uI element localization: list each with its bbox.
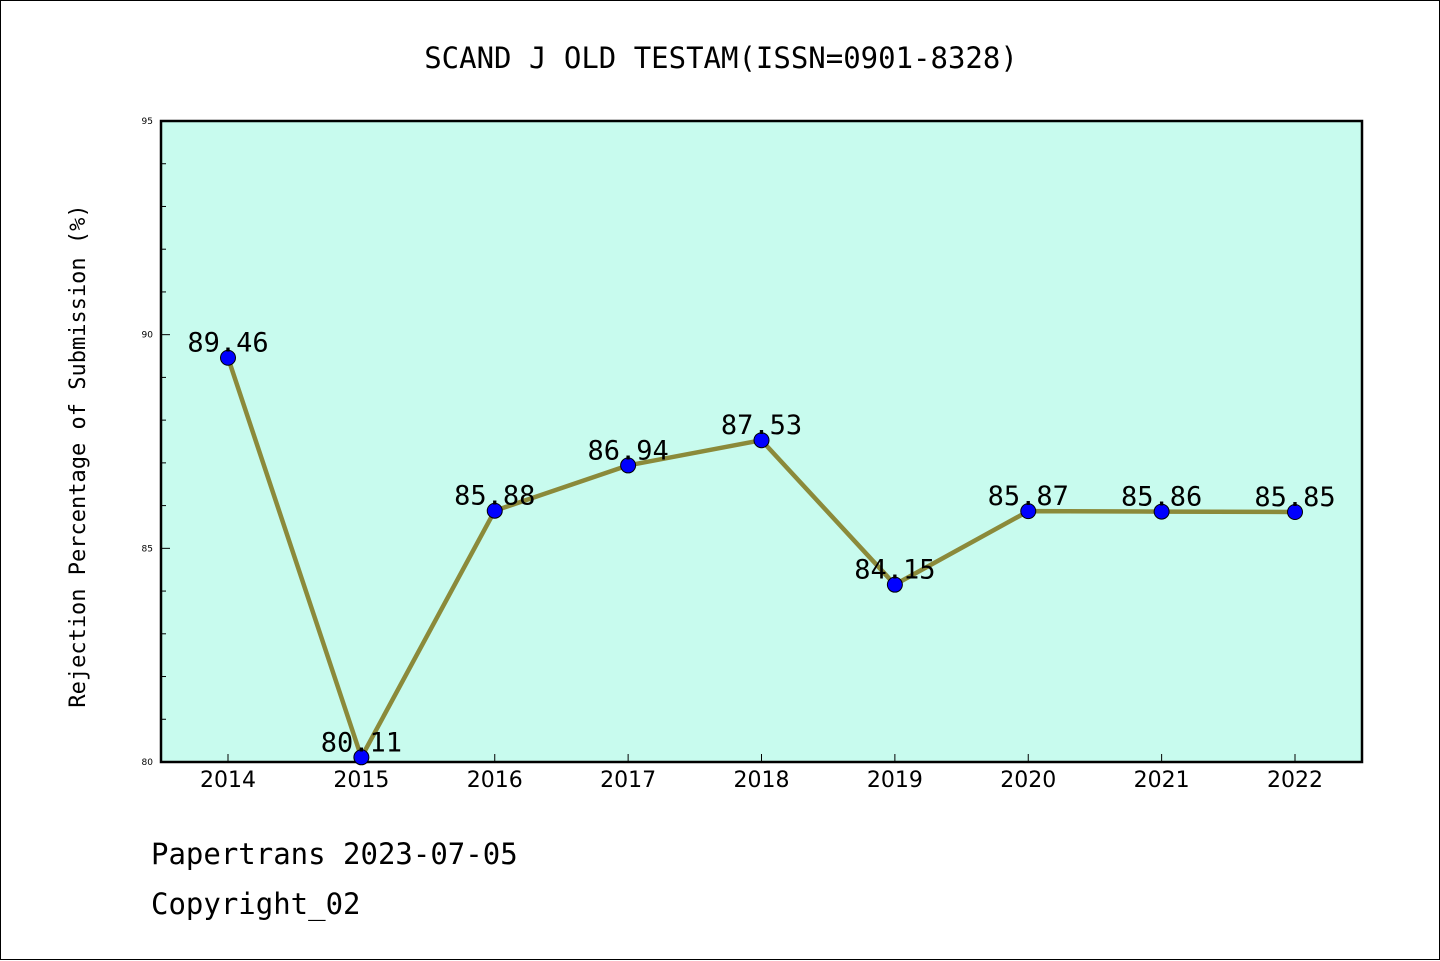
y-tick-label: 90 bbox=[142, 331, 154, 341]
y-tick-label: 85 bbox=[142, 544, 153, 554]
data-label: 85.85 bbox=[1254, 482, 1335, 513]
data-point-marker bbox=[1287, 504, 1303, 521]
x-tick-label: 2017 bbox=[600, 768, 656, 793]
x-tick-label: 2020 bbox=[1000, 768, 1056, 793]
series-line-group: 89.46 80.11 85.88 86.94 87.53 84.15 85.87 85.86… bbox=[187, 328, 1336, 766]
data-point-marker bbox=[620, 457, 637, 474]
y-tick-label: 80 bbox=[142, 758, 154, 768]
x-axis-ticks: 2014 2015 2016 2017 2018 2019 2020 2021 2022 bbox=[200, 754, 1323, 793]
x-tick-label: 2014 bbox=[200, 768, 256, 793]
data-point-marker bbox=[886, 576, 903, 593]
data-label: 85.87 bbox=[988, 481, 1069, 512]
data-label: 89.46 bbox=[187, 328, 268, 359]
data-label: 86.94 bbox=[587, 435, 668, 466]
x-tick-label: 2015 bbox=[333, 768, 389, 793]
chart-title: SCAND J OLD TESTAM(ISSN=0901-8328) bbox=[424, 41, 1018, 75]
data-point-marker bbox=[220, 349, 236, 366]
data-label: 84.15 bbox=[854, 555, 935, 586]
x-tick-label: 2022 bbox=[1267, 768, 1323, 793]
data-label: 87.53 bbox=[721, 410, 802, 441]
x-tick-label: 2016 bbox=[467, 768, 523, 793]
data-label: 85.86 bbox=[1121, 482, 1202, 513]
data-point-marker bbox=[486, 502, 503, 519]
footer-copyright-text: Copyright_02 bbox=[151, 887, 361, 921]
x-tick-label: 2018 bbox=[734, 768, 790, 793]
y-tick-label: 95 bbox=[142, 117, 153, 127]
data-point-marker bbox=[1153, 503, 1170, 520]
y-axis-ticks: 80 85 90 95 bbox=[142, 117, 170, 768]
x-tick-label: 2019 bbox=[867, 768, 923, 793]
y-axis-label: Rejection Percentage of Submission (%) bbox=[66, 204, 91, 707]
footer-date-text: Papertrans 2023-07-05 bbox=[151, 837, 518, 871]
x-tick-label: 2021 bbox=[1134, 768, 1190, 793]
data-point-marker bbox=[353, 749, 370, 766]
data-label: 85.88 bbox=[454, 481, 535, 512]
data-point-marker bbox=[1020, 503, 1037, 520]
data-point-marker bbox=[753, 432, 770, 449]
data-label: 80.11 bbox=[321, 727, 402, 758]
